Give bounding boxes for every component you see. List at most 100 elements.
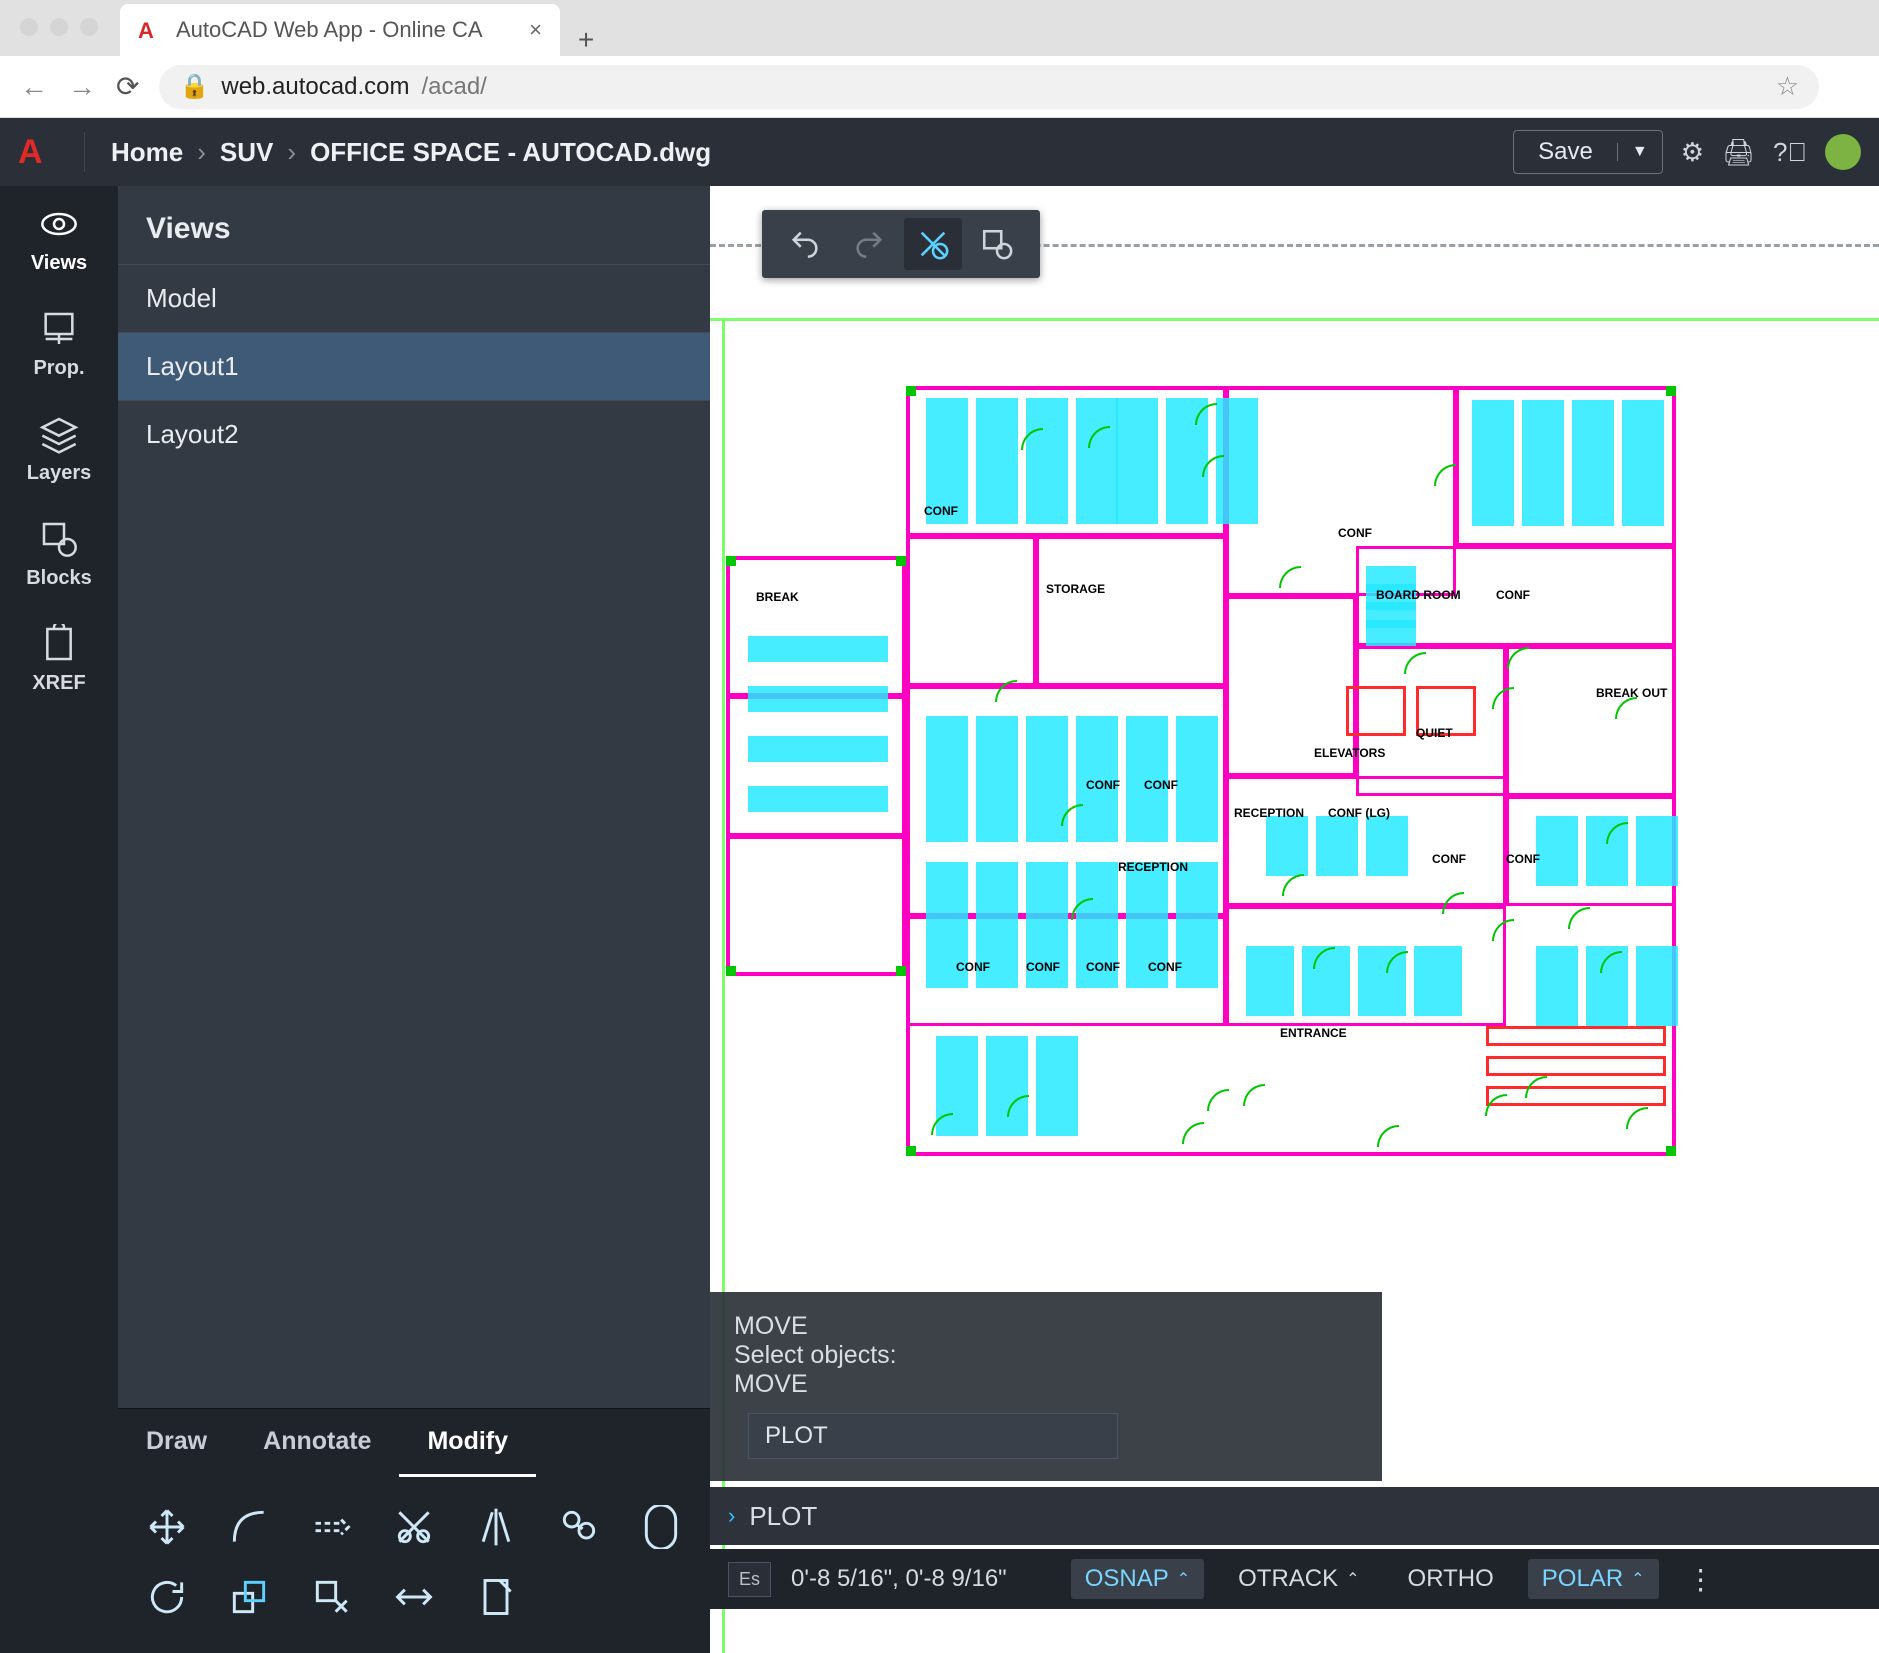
window-controls bbox=[20, 18, 98, 36]
room-label: STORAGE bbox=[1046, 582, 1105, 596]
url-host: web.autocad.com bbox=[221, 73, 409, 101]
rail-xref[interactable]: XREF bbox=[32, 624, 85, 695]
trim-icon[interactable] bbox=[387, 1505, 441, 1549]
fillet-icon[interactable] bbox=[222, 1505, 276, 1549]
redo-icon[interactable] bbox=[840, 218, 898, 270]
esc-chip[interactable]: Es bbox=[728, 1562, 771, 1597]
views-list: Model Layout1 Layout2 bbox=[118, 264, 710, 468]
room-label: CONF bbox=[1086, 960, 1120, 974]
divider bbox=[84, 132, 85, 172]
reload-icon[interactable]: ⟳ bbox=[116, 70, 139, 103]
room-label: CONF bbox=[1506, 852, 1540, 866]
max-dot[interactable] bbox=[80, 18, 98, 36]
room-label: QUIET bbox=[1416, 726, 1453, 740]
view-layout2[interactable]: Layout2 bbox=[118, 400, 710, 468]
caret-down-icon[interactable]: ▼ bbox=[1617, 143, 1662, 161]
canvas-toolbar bbox=[762, 210, 1040, 278]
new-tab-button[interactable]: + bbox=[560, 24, 600, 56]
lock-icon: 🔒 bbox=[179, 72, 209, 101]
chevron-right-icon: › bbox=[728, 1503, 735, 1529]
copy-icon[interactable] bbox=[551, 1505, 605, 1549]
tool-grid bbox=[118, 1477, 710, 1653]
room-label: ENTRANCE bbox=[1280, 1026, 1347, 1040]
avatar[interactable] bbox=[1825, 134, 1861, 170]
left-rail: Views Prop. Layers Blocks XREF bbox=[0, 186, 118, 1653]
app-header: A Home › SUV › OFFICE SPACE - AUTOCAD.dw… bbox=[0, 118, 1879, 186]
offset-icon[interactable] bbox=[305, 1505, 359, 1549]
app-logo-icon[interactable]: A bbox=[18, 133, 58, 172]
scale-icon[interactable] bbox=[222, 1575, 276, 1619]
rail-label: Views bbox=[31, 252, 87, 275]
rail-prop[interactable]: Prop. bbox=[33, 309, 84, 380]
room-label: CONF bbox=[1496, 588, 1530, 602]
mirror-icon[interactable] bbox=[469, 1505, 523, 1549]
explode-icon[interactable] bbox=[469, 1575, 523, 1619]
command-prompt: PLOT bbox=[749, 1501, 817, 1532]
rail-label: Blocks bbox=[26, 567, 92, 590]
toggle-ortho[interactable]: ORTHO bbox=[1394, 1559, 1508, 1599]
room-label: CONF bbox=[1338, 526, 1372, 540]
erase-icon[interactable] bbox=[305, 1575, 359, 1619]
rail-views[interactable]: Views bbox=[31, 204, 87, 275]
rail-label: Prop. bbox=[33, 357, 84, 380]
coordinates: 0'-8 5/16", 0'-8 9/16" bbox=[791, 1565, 1007, 1593]
room-label: RECEPTION bbox=[1118, 860, 1188, 874]
toggle-otrack[interactable]: OTRACK⌃ bbox=[1224, 1559, 1373, 1599]
gear-icon[interactable]: ⚙ bbox=[1681, 137, 1704, 168]
caret-up-icon: ⌃ bbox=[1631, 1569, 1644, 1589]
paper-edge bbox=[710, 318, 1879, 321]
toggle-polar[interactable]: POLAR⌃ bbox=[1528, 1559, 1659, 1599]
close-icon[interactable]: × bbox=[529, 17, 542, 43]
close-dot[interactable] bbox=[20, 18, 38, 36]
rail-label: Layers bbox=[27, 462, 92, 485]
save-button[interactable]: Save ▼ bbox=[1513, 130, 1663, 174]
properties-icon bbox=[39, 309, 79, 349]
undo-icon[interactable] bbox=[776, 218, 834, 270]
zoom-window-icon[interactable] bbox=[968, 218, 1026, 270]
floorplan-drawing: CONFSTORAGEBREAKBOARD ROOMCONFCONFBREAK … bbox=[726, 386, 1879, 1156]
rotate-icon[interactable] bbox=[140, 1575, 194, 1619]
print-icon[interactable]: 🖨 bbox=[1722, 137, 1755, 168]
forward-icon[interactable]: → bbox=[68, 71, 96, 103]
command-input[interactable]: PLOT bbox=[748, 1413, 1118, 1459]
tab-annotate[interactable]: Annotate bbox=[235, 1409, 399, 1477]
tool-tabs: Draw Annotate Modify bbox=[118, 1408, 710, 1653]
stretch-icon[interactable] bbox=[387, 1575, 441, 1619]
bookmark-icon[interactable]: ☆ bbox=[1776, 71, 1799, 102]
url-path: /acad/ bbox=[421, 73, 486, 101]
caret-up-icon: ⌃ bbox=[1177, 1569, 1190, 1589]
chevron-right-icon: › bbox=[197, 137, 206, 168]
view-model[interactable]: Model bbox=[118, 264, 710, 332]
toggle-osnap[interactable]: OSNAP⌃ bbox=[1071, 1559, 1204, 1599]
layers-icon bbox=[39, 414, 79, 454]
xref-icon bbox=[39, 624, 79, 664]
tab-draw[interactable]: Draw bbox=[118, 1409, 235, 1477]
chevron-right-icon: › bbox=[287, 137, 296, 168]
kebab-icon[interactable]: ⋮ bbox=[1687, 1563, 1715, 1596]
back-icon[interactable]: ← bbox=[20, 71, 48, 103]
room-label: ELEVATORS bbox=[1314, 746, 1385, 760]
panel-title: Views bbox=[118, 186, 710, 264]
main: Views Prop. Layers Blocks XREF Views Mod… bbox=[0, 186, 1879, 1653]
view-layout1[interactable]: Layout1 bbox=[118, 332, 710, 400]
help-icon[interactable]: ?⃝ bbox=[1773, 137, 1807, 168]
move-icon[interactable] bbox=[140, 1505, 194, 1549]
room-label: BREAK bbox=[756, 590, 799, 604]
min-dot[interactable] bbox=[50, 18, 68, 36]
breadcrumb-folder[interactable]: SUV bbox=[220, 137, 273, 168]
tab-modify[interactable]: Modify bbox=[399, 1409, 536, 1477]
cmd-line: MOVE bbox=[734, 1312, 1358, 1341]
room-label: BOARD ROOM bbox=[1376, 588, 1461, 602]
room-label: CONF bbox=[1026, 960, 1060, 974]
rail-layers[interactable]: Layers bbox=[27, 414, 92, 485]
rail-blocks[interactable]: Blocks bbox=[26, 519, 92, 590]
command-line[interactable]: › PLOT bbox=[710, 1487, 1879, 1545]
array-icon[interactable] bbox=[634, 1505, 688, 1549]
browser-tab[interactable]: A AutoCAD Web App - Online CA × bbox=[120, 4, 560, 56]
canvas[interactable]: CONFSTORAGEBREAKBOARD ROOMCONFCONFBREAK … bbox=[710, 186, 1879, 1653]
breadcrumb-home[interactable]: Home bbox=[111, 137, 183, 168]
browser-chrome: A AutoCAD Web App - Online CA × + ← → ⟳ … bbox=[0, 0, 1879, 118]
url-field[interactable]: 🔒 web.autocad.com/acad/ ☆ bbox=[159, 65, 1819, 109]
zoom-extents-icon[interactable] bbox=[904, 218, 962, 270]
breadcrumb-file: OFFICE SPACE - AUTOCAD.dwg bbox=[310, 137, 711, 168]
